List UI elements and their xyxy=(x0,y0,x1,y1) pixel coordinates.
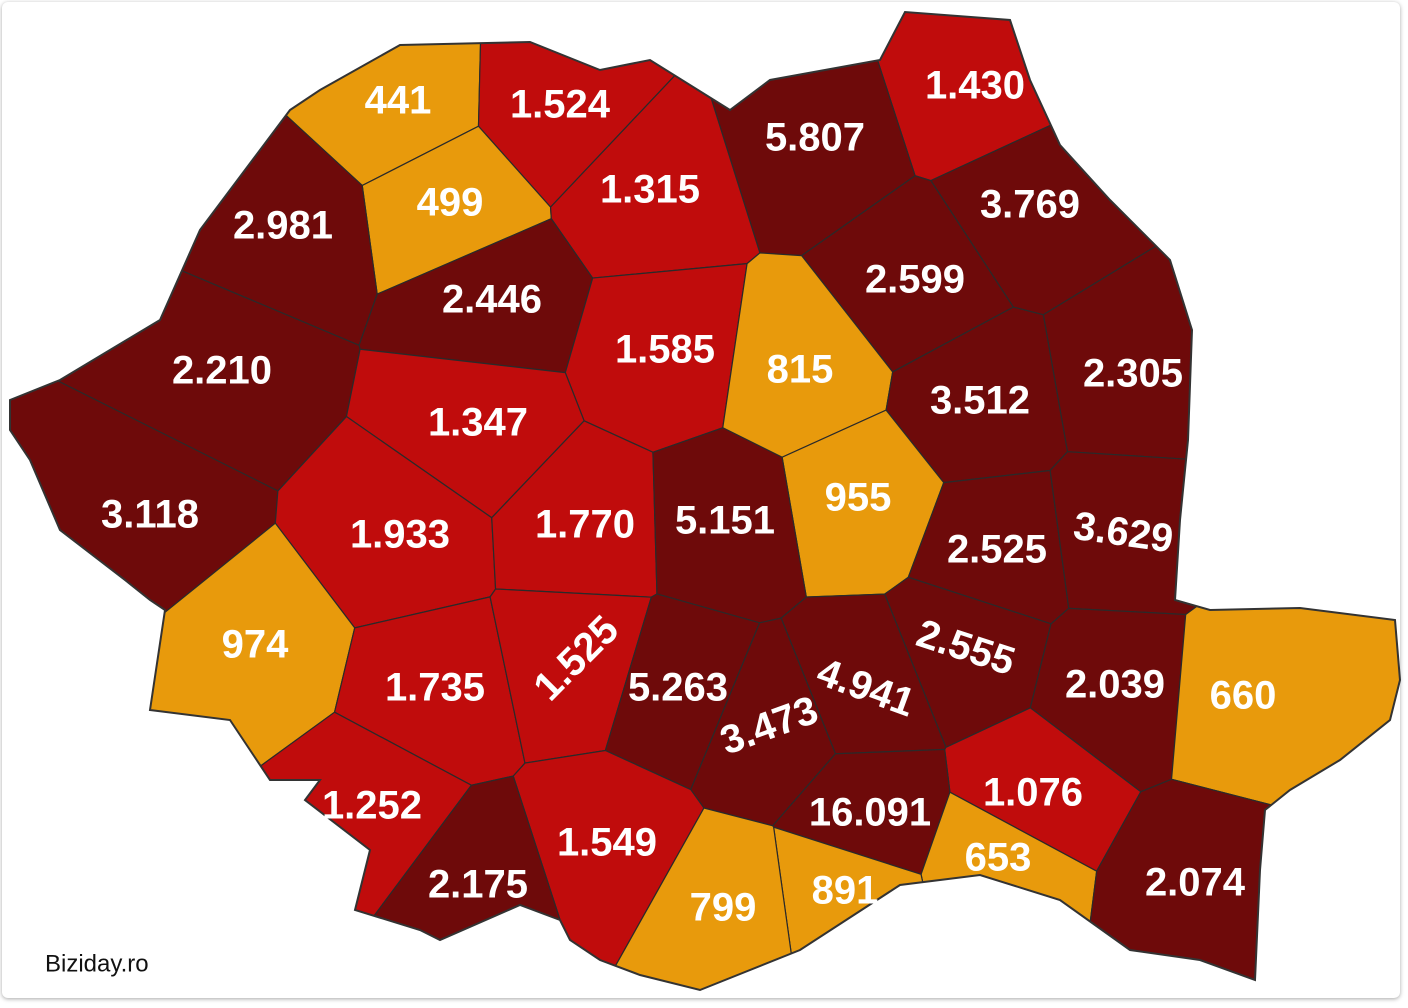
county-label: 1.252 xyxy=(322,784,422,828)
county-label: 441 xyxy=(365,79,432,123)
county-label: 2.210 xyxy=(172,349,272,393)
county-label: 1.933 xyxy=(350,513,450,557)
county-label: 1.585 xyxy=(615,328,715,372)
county-label: 2.305 xyxy=(1083,352,1183,396)
country-outline xyxy=(9,10,1402,992)
county-label: 2.039 xyxy=(1065,663,1165,707)
county-label: 5.807 xyxy=(765,116,865,160)
county-label: 5.263 xyxy=(628,666,728,710)
county-label: 1.735 xyxy=(385,666,485,710)
county-label: 2.446 xyxy=(442,278,542,322)
county-label: 653 xyxy=(965,836,1032,880)
county-label: 3.118 xyxy=(101,493,199,537)
county-label: 955 xyxy=(825,476,892,520)
county-label: 1.076 xyxy=(983,771,1083,815)
county-label: 499 xyxy=(417,181,484,225)
county-label: 16.091 xyxy=(809,791,931,835)
county xyxy=(1042,91,1400,472)
county-label: 2.981 xyxy=(233,204,333,248)
county-label: 1.549 xyxy=(557,821,657,865)
county-label: 3.512 xyxy=(930,379,1030,423)
county-label: 1.347 xyxy=(428,401,528,445)
county-label: 815 xyxy=(767,348,834,392)
credit: Biziday.ro xyxy=(45,950,149,977)
county-label: 1.770 xyxy=(535,503,635,547)
labels: 441 1.524 1.430 5.807 499 1.315 3.769 2.981 2.44… xyxy=(101,64,1276,930)
county-label: 2.525 xyxy=(947,528,1047,572)
county-label: 974 xyxy=(222,623,289,667)
county-label: 1.524 xyxy=(510,83,611,127)
county xyxy=(590,807,800,990)
county-label: 799 xyxy=(690,886,757,930)
county-label: 3.769 xyxy=(980,183,1080,227)
county-label: 1.430 xyxy=(925,64,1025,108)
county-label: 660 xyxy=(1210,674,1277,718)
county-label: 2.599 xyxy=(865,258,965,302)
county-label: 2.074 xyxy=(1145,861,1246,905)
county-label: 1.315 xyxy=(600,168,700,212)
county-label: 5.151 xyxy=(675,499,775,543)
county xyxy=(1170,461,1400,841)
county-label: 2.175 xyxy=(428,863,528,907)
county-label: 891 xyxy=(812,869,879,913)
